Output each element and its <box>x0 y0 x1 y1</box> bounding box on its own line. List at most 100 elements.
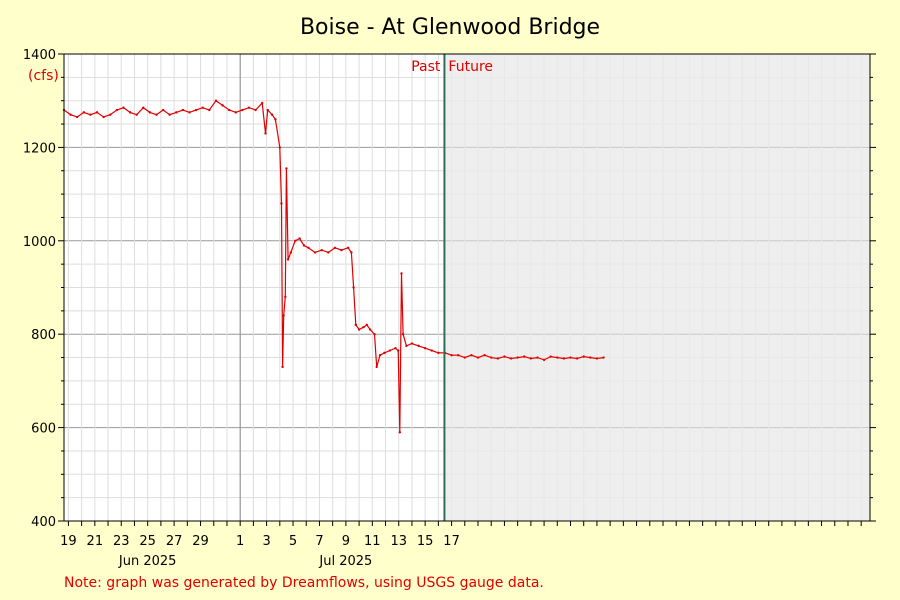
flow-data-point <box>89 113 92 116</box>
flow-data-point <box>352 286 355 289</box>
flow-data-point <box>155 113 158 116</box>
flow-data-point <box>234 111 237 114</box>
y-tick-label: 800 <box>31 328 56 343</box>
flow-data-point <box>388 349 392 352</box>
x-tick-label: 17 <box>443 534 460 549</box>
flow-data-point <box>365 323 369 327</box>
flow-data-point <box>115 108 119 112</box>
flow-data-point <box>214 99 218 102</box>
flow-data-point <box>569 356 572 359</box>
flow-data-point <box>320 248 323 252</box>
flow-data-point <box>394 347 397 350</box>
flow-data-point <box>357 328 361 331</box>
flow-data-point <box>278 146 282 149</box>
footnote: Note: graph was generated by Dreamflows,… <box>64 575 544 591</box>
y-tick-label: 1200 <box>23 141 56 156</box>
flow-data-point <box>76 115 79 119</box>
flow-data-point <box>470 354 473 357</box>
chart-title: Boise - At Glenwood Bridge <box>300 15 600 40</box>
flow-data-point <box>280 202 283 205</box>
flow-data-point <box>266 108 269 112</box>
flow-data-point <box>294 239 297 242</box>
flow-data-point <box>523 355 526 358</box>
flow-data-point <box>69 113 72 116</box>
flow-data-point <box>556 356 559 359</box>
flow-data-point <box>542 358 546 362</box>
x-tick-label: 21 <box>87 534 104 549</box>
flow-data-point <box>350 251 353 254</box>
x-tick-label: 11 <box>364 534 381 549</box>
flow-data-point <box>483 354 486 357</box>
x-tick-label: 27 <box>166 534 183 549</box>
x-tick-label: 9 <box>342 534 350 549</box>
flow-data-point <box>175 111 178 114</box>
flow-data-point <box>241 108 244 112</box>
flow-data-point <box>383 351 386 355</box>
flow-data-point <box>122 106 125 109</box>
flow-data-point <box>373 333 376 336</box>
flow-data-point <box>437 351 440 355</box>
flow-data-point <box>595 357 599 360</box>
y-axis-label: (cfs) <box>28 68 59 84</box>
flow-data-point <box>410 342 414 345</box>
flow-data-point <box>362 325 365 329</box>
flow-data-point <box>142 106 145 109</box>
y-tick-label: 1400 <box>23 48 56 63</box>
flow-data-point <box>516 356 519 359</box>
flow-data-point <box>509 357 513 360</box>
future-overlay <box>444 54 870 521</box>
flow-data-point <box>302 244 306 247</box>
flow-data-point <box>529 357 533 360</box>
flow-data-point <box>401 333 405 336</box>
flow-data-point <box>227 108 231 112</box>
flow-data-point <box>307 246 310 250</box>
flow-data-point <box>400 272 403 275</box>
flow-data-point <box>463 356 466 359</box>
y-tick-label: 600 <box>31 422 56 437</box>
flow-data-point <box>582 355 585 358</box>
flow-data-point <box>260 101 264 105</box>
flow-data-point <box>536 356 539 359</box>
future-label: Future <box>448 59 493 75</box>
flow-data-point <box>602 356 605 359</box>
flow-data-point <box>396 349 400 352</box>
x-tick-label: 29 <box>192 534 209 549</box>
flow-data-point <box>423 347 427 350</box>
flow-data-point <box>284 295 287 299</box>
flow-data-point <box>417 344 420 348</box>
flow-data-point <box>95 111 99 114</box>
flow-data-point <box>490 356 493 359</box>
x-tick-label: 7 <box>315 534 323 549</box>
x-tick-label: 23 <box>113 534 130 549</box>
flow-data-point <box>109 113 112 116</box>
flow-data-point <box>274 118 277 121</box>
flow-data-point <box>327 251 330 254</box>
flow-data-point <box>450 354 453 357</box>
flow-data-point <box>102 115 105 119</box>
flow-data-point <box>194 108 198 112</box>
flow-data-point <box>503 355 506 358</box>
flow-data-point <box>264 132 267 135</box>
flow-data-point <box>549 355 552 358</box>
flow-data-point <box>456 354 460 357</box>
flow-data-point <box>430 349 433 352</box>
flow-data-point <box>188 111 191 114</box>
flow-data-point <box>375 365 378 369</box>
flow-data-point <box>270 113 274 116</box>
flow-data-point <box>333 246 337 250</box>
flow-data-point <box>285 167 288 170</box>
flow-data-point <box>368 328 372 331</box>
flow-data-point <box>135 113 138 116</box>
flow-data-point <box>476 356 480 359</box>
flow-data-point <box>181 108 185 112</box>
flow-data-point <box>286 258 290 261</box>
flow-data-point <box>281 365 284 369</box>
flow-data-point <box>128 111 132 114</box>
flow-data-point <box>313 251 317 254</box>
flow-data-point <box>221 104 224 107</box>
flow-data-point <box>247 106 251 109</box>
flow-data-point <box>575 357 579 360</box>
